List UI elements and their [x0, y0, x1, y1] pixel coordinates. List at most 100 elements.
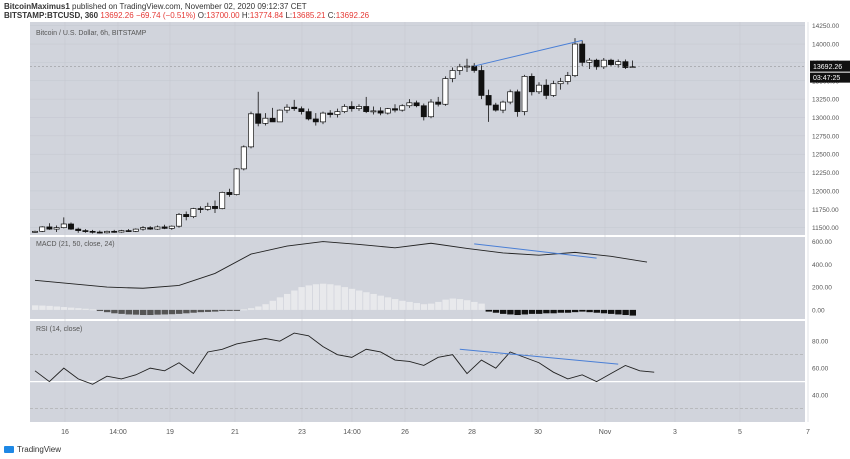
candle-body: [53, 227, 60, 230]
candle-body: [543, 84, 550, 96]
candle-body: [154, 226, 161, 230]
macd-histogram-bar: [464, 300, 471, 310]
candle-body: [507, 91, 514, 103]
macd-histogram-bar: [341, 287, 348, 310]
macd-histogram-bar: [579, 309, 586, 312]
candle-body: [449, 70, 456, 79]
candle-body: [564, 75, 571, 82]
rsi-trendline: [459, 348, 619, 365]
macd-histogram-bar: [82, 308, 89, 310]
price-axis-tick-label: 12750.00: [812, 133, 839, 140]
time-axis-tick-label: Nov: [599, 429, 612, 436]
candle-body: [377, 110, 384, 114]
candle-body: [298, 108, 305, 112]
time-axis-tick-label: 5: [738, 429, 742, 436]
macd-histogram-bar: [413, 303, 420, 310]
macd-histogram-bar: [176, 309, 183, 314]
publish-info: BitcoinMaximus1 published on TradingView…: [4, 2, 307, 11]
macd-histogram-bar: [557, 309, 564, 313]
candle-body: [291, 106, 298, 110]
macd-histogram-bar: [600, 309, 608, 314]
macd-histogram-bar: [622, 309, 629, 316]
candle-body: [384, 108, 391, 114]
macd-histogram-bar: [60, 307, 68, 310]
time-axis-tick-label: 26: [401, 429, 409, 436]
macd-histogram-bar: [629, 309, 636, 316]
macd-histogram-bar: [190, 309, 197, 313]
macd-histogram-bar: [118, 309, 125, 314]
time-axis-tick-label: 14:00: [109, 429, 127, 436]
candle-body: [392, 108, 398, 111]
macd-histogram-bar: [96, 309, 104, 312]
candle-body: [550, 83, 557, 96]
candle-body: [248, 113, 254, 148]
high-label: H:: [241, 11, 250, 20]
candle-body: [420, 105, 427, 118]
candle-body: [435, 101, 442, 105]
macd-histogram-bar: [291, 290, 298, 310]
candle-body: [514, 91, 521, 112]
macd-histogram-bar: [543, 309, 550, 314]
candle-body: [305, 111, 312, 120]
symbol-info: BITSTAMP:BTCUSD, 360 13692.26 −69.74 (−0…: [4, 11, 369, 20]
candle-body: [176, 214, 182, 227]
macd-histogram-bar: [586, 309, 593, 313]
author-name[interactable]: BitcoinMaximus1: [4, 2, 70, 11]
rsi-axis-tick-label: 80.00: [812, 339, 829, 346]
time-axis-tick-label: 23: [298, 429, 306, 436]
candle-body: [428, 101, 434, 118]
candle-body: [593, 59, 600, 68]
macd-histogram-bar: [500, 309, 507, 314]
macd-histogram-bar: [248, 308, 255, 310]
macd-histogram-bar: [327, 284, 334, 310]
candle-body: [442, 78, 449, 105]
time-axis-tick-label: 3: [673, 429, 677, 436]
macd-trendline: [474, 243, 597, 259]
price-axis-tick-label: 14000.00: [812, 42, 839, 49]
candle-body: [262, 117, 269, 124]
macd-histogram-bar: [356, 290, 363, 310]
macd-histogram-bar: [269, 300, 276, 310]
candle-body: [82, 230, 89, 232]
price-axis-tick-label: 11500.00: [812, 225, 839, 232]
macd-histogram-bar: [442, 299, 449, 310]
macd-histogram-bar: [197, 309, 204, 313]
price-axis-tick-label: 13250.00: [812, 97, 839, 104]
symbol-label: BITSTAMP:BTCUSD, 360: [4, 11, 99, 20]
candle-body: [413, 102, 420, 107]
rsi-axis-tick-label: 60.00: [812, 366, 829, 373]
macd-histogram-bar: [39, 305, 46, 310]
candle-body: [269, 117, 276, 123]
macd-histogram-bar: [550, 309, 557, 314]
candle-body: [96, 231, 103, 234]
candle-body: [456, 66, 463, 71]
candle-body: [363, 106, 370, 112]
low-label: L:: [285, 11, 293, 20]
candle-body: [586, 59, 593, 63]
candle-body: [183, 214, 190, 217]
candle-body: [334, 111, 341, 115]
macd-histogram-bar: [564, 309, 572, 313]
candle-body: [406, 102, 413, 107]
macd-axis-tick-label: 200.00: [812, 285, 832, 292]
macd-histogram-bar: [536, 309, 543, 314]
price-axis-tick-label: 12000.00: [812, 188, 839, 195]
macd-histogram-bar: [183, 309, 190, 314]
candle-body: [147, 227, 154, 230]
macd-histogram-bar: [492, 309, 500, 313]
candle-body: [75, 228, 82, 231]
candle-body: [399, 105, 406, 111]
macd-histogram-bar: [204, 309, 212, 312]
macd-histogram-bar: [75, 308, 82, 310]
macd-histogram-bar: [68, 307, 75, 310]
macd-histogram-bar: [46, 305, 53, 310]
main-pane-title: Bitcoin / U.S. Dollar, 6h, BITSTAMP: [36, 30, 147, 37]
candle-body: [168, 225, 175, 229]
close-value: 13692.26: [335, 11, 370, 20]
countdown-tag: [810, 72, 850, 83]
time-axis-tick-label: 19: [166, 429, 174, 436]
open-label: O:: [197, 11, 207, 20]
time-axis-tick-label: 14:00: [343, 429, 361, 436]
price-trendline: [474, 39, 583, 67]
